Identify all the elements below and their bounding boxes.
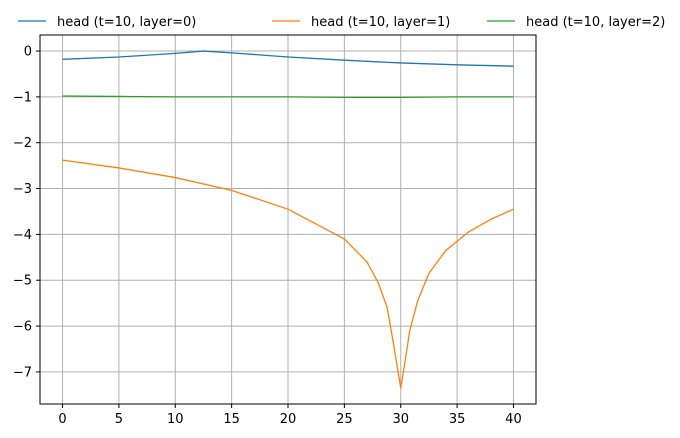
legend: head (t=10, layer=0) head (t=10, layer=1)… <box>18 15 665 30</box>
x-tick-label: 40 <box>505 412 522 427</box>
x-tick-label: 10 <box>167 412 184 427</box>
y-tick-label: −1 <box>13 90 32 105</box>
y-tick-label: −7 <box>13 365 32 380</box>
legend-entry: head (t=10, layer=0) <box>18 15 196 30</box>
y-tick-label: −4 <box>13 228 32 243</box>
y-tick-label: −5 <box>13 274 32 289</box>
legend-entry: head (t=10, layer=2) <box>487 15 665 30</box>
grid <box>40 35 536 404</box>
x-tick-label: 35 <box>449 412 466 427</box>
series-line-2 <box>62 95 514 98</box>
x-tick-label: 30 <box>392 412 409 427</box>
x-tick-label: 15 <box>223 412 240 427</box>
x-axis: 0 5 10 15 20 25 30 35 40 <box>58 404 522 427</box>
y-tick-label: −2 <box>13 136 32 151</box>
x-tick-label: 5 <box>115 412 123 427</box>
series-line-0 <box>62 50 514 67</box>
x-tick-label: 25 <box>336 412 353 427</box>
y-axis: 0 −1 −2 −3 −4 −5 −6 −7 <box>13 45 40 380</box>
legend-entry: head (t=10, layer=1) <box>272 15 450 30</box>
legend-label: head (t=10, layer=1) <box>311 15 450 30</box>
y-tick-label: −3 <box>13 182 32 197</box>
legend-label: head (t=10, layer=0) <box>57 15 196 30</box>
y-tick-label: −6 <box>13 320 32 335</box>
y-tick-label: 0 <box>24 45 32 60</box>
x-tick-label: 0 <box>58 412 66 427</box>
legend-label: head (t=10, layer=2) <box>526 15 665 30</box>
series-line-1 <box>62 159 514 389</box>
series-lines <box>62 50 514 389</box>
x-tick-label: 20 <box>280 412 297 427</box>
